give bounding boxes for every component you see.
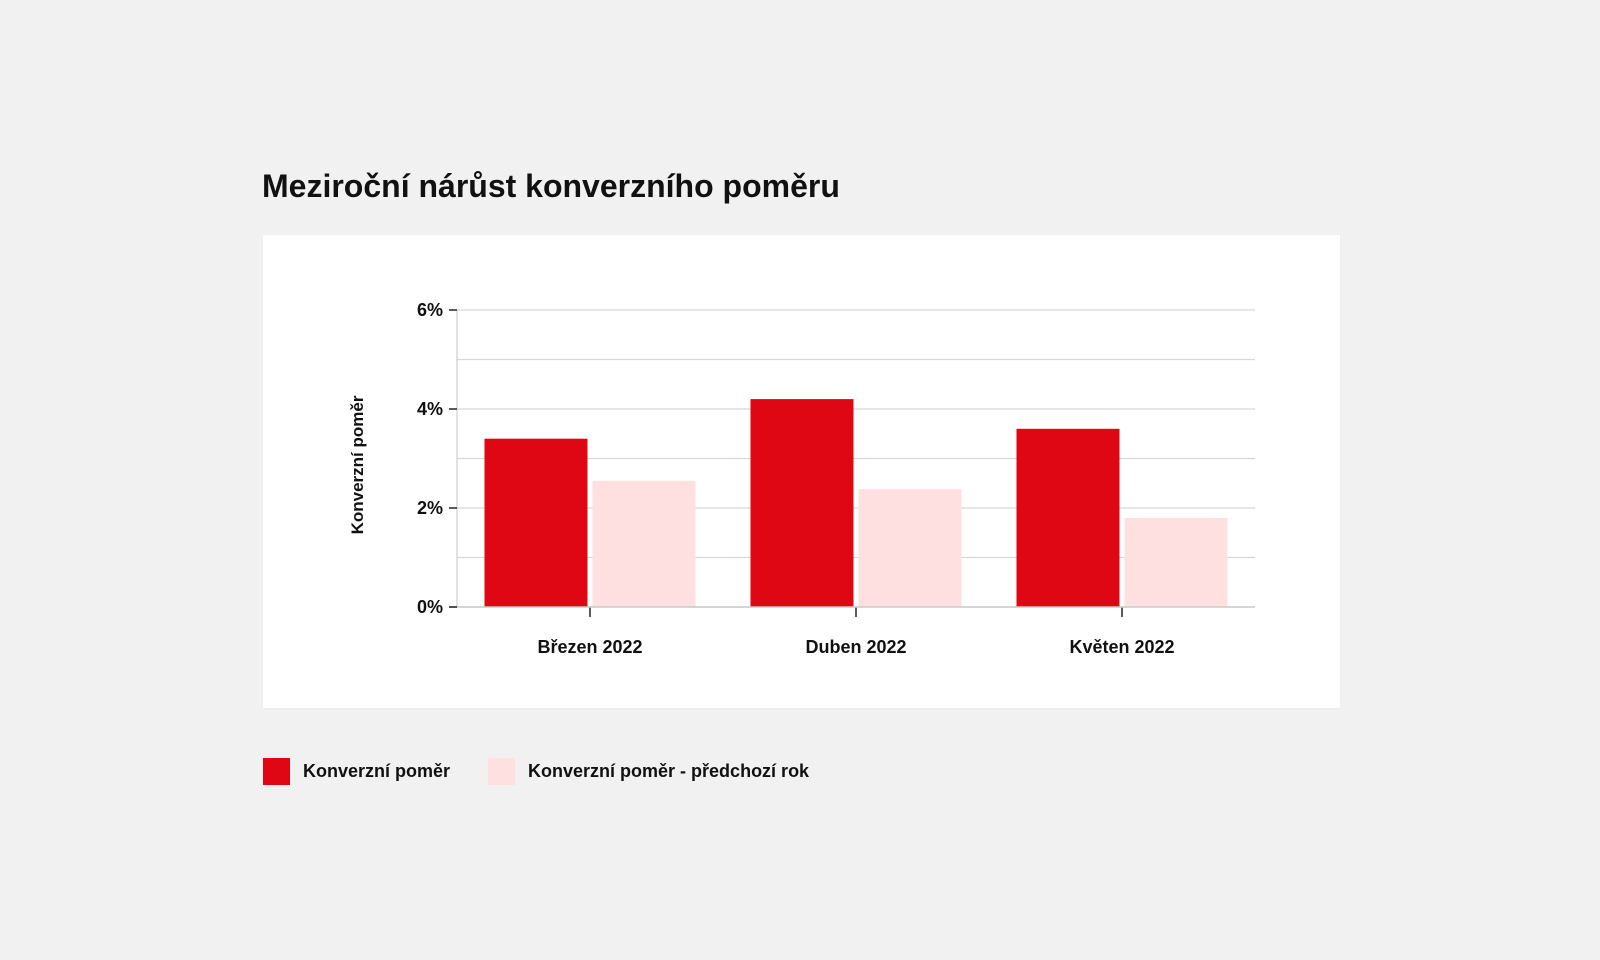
x-tick-label: Duben 2022	[805, 637, 906, 657]
legend: Konverzní poměr Konverzní poměr - předch…	[263, 757, 847, 785]
legend-swatch-current	[263, 757, 290, 785]
bar-previous-3	[1124, 517, 1228, 607]
legend-label-previous: Konverzní poměr - předchozí rok	[528, 760, 810, 781]
y-tick-label: 2%	[417, 498, 443, 518]
bar-current-3	[1016, 428, 1120, 607]
bar-chart: Březen 2022 Duben 2022 Květen 2022 0% 2% 4% 6%…	[348, 300, 1255, 657]
y-tick-label: 4%	[417, 399, 443, 419]
y-axis-title: Konverzní poměr	[348, 395, 367, 534]
legend-item-previous: Konverzní poměr - předchozí rok	[488, 757, 810, 785]
bar-current-1	[484, 438, 588, 607]
x-tick-label: Březen 2022	[537, 637, 642, 657]
legend-label-current: Konverzní poměr	[303, 760, 451, 781]
x-tick-label: Květen 2022	[1069, 637, 1174, 657]
legend-item-current: Konverzní poměr	[263, 757, 451, 785]
chart-title: Meziroční nárůst konverzního poměru	[262, 168, 840, 204]
bar-previous-1	[592, 480, 696, 607]
chart-card: Březen 2022 Duben 2022 Květen 2022 0% 2% 4% 6%…	[263, 235, 1340, 708]
y-tick-label: 6%	[417, 300, 443, 320]
y-tick-label: 0%	[417, 597, 443, 617]
bar-current-2	[750, 399, 854, 607]
bar-previous-2	[858, 489, 962, 607]
legend-swatch-previous	[488, 757, 516, 785]
